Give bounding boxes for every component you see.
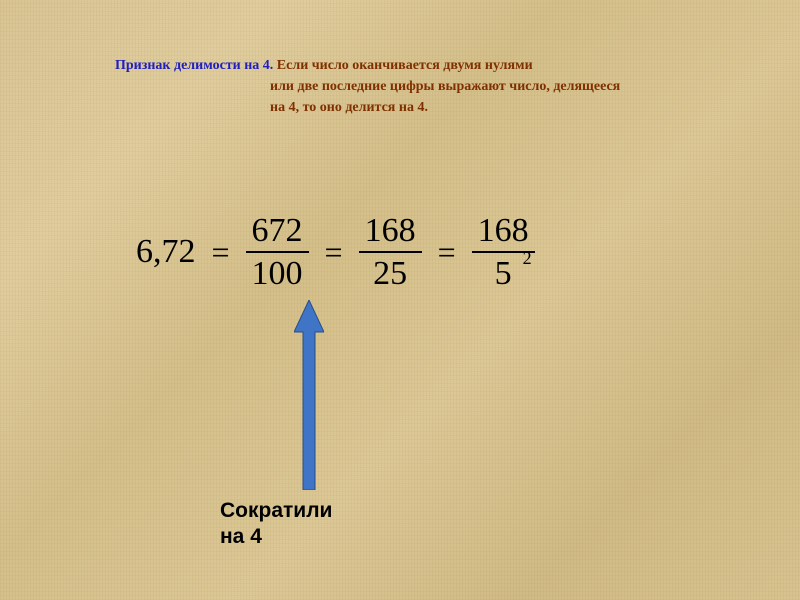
fraction-2-denominator: 25 [367, 253, 413, 294]
fraction-1-denominator: 100 [246, 253, 309, 294]
fraction-2: 168 25 [359, 210, 422, 295]
heading-text-line3: на 4, то оно делится на 4. [115, 97, 740, 118]
heading-text-line2: или две последние цифры выражают число, … [115, 76, 740, 97]
fraction-3-den-exponent: 2 [523, 249, 532, 269]
equals-sign-3: = [438, 234, 456, 271]
fraction-3-denominator: 52 [489, 253, 518, 294]
caption-line-2: на 4 [220, 525, 262, 548]
slide: Признак делимости на 4. Если число оканч… [0, 0, 800, 600]
equation-lhs: 6,72 [136, 233, 196, 271]
fraction-2-numerator: 168 [359, 210, 422, 251]
fraction-3-den-base: 5 [495, 255, 512, 292]
equals-sign-2: = [325, 234, 343, 271]
fraction-1: 672 100 [246, 210, 309, 295]
equals-sign-1: = [212, 234, 230, 271]
caption: Сократили на 4 [220, 498, 332, 551]
fraction-1-numerator: 672 [246, 210, 309, 251]
arrow-up [294, 300, 324, 490]
arrow-up-shape [294, 300, 324, 490]
fraction-3-numerator: 168 [472, 210, 535, 251]
fraction-3: 168 52 [472, 210, 535, 295]
heading-block: Признак делимости на 4. Если число оканч… [115, 55, 740, 118]
heading-title: Признак делимости на 4. [115, 58, 273, 73]
caption-line-1: Сократили [220, 499, 332, 522]
arrow-up-icon [294, 300, 324, 490]
equation: 6,72 = 672 100 = 168 25 = 168 52 [130, 210, 541, 295]
heading-text-line1: Если число оканчивается двумя нулями [273, 58, 532, 73]
